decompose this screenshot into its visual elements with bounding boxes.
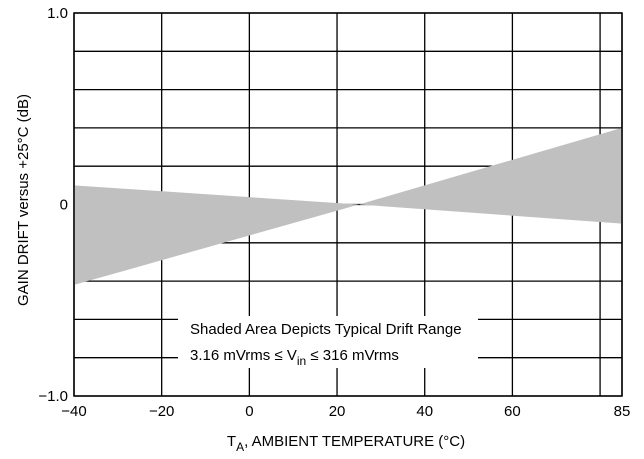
x-axis-label-rest: , AMBIENT TEMPERATURE (°C) xyxy=(244,433,465,450)
y-tick-label: 0 xyxy=(60,197,68,214)
x-tick-label: 85 xyxy=(614,403,631,420)
x-tick-label: 60 xyxy=(504,403,521,420)
x-axis-tick-labels: −40 −20 0 20 40 60 85 xyxy=(61,403,630,420)
y-axis-tick-labels: 1.0 0 −1.0 xyxy=(38,5,68,405)
annotation-line-2-start: 3.16 mVrms ≤ V xyxy=(190,347,297,364)
x-tick-label: −40 xyxy=(61,403,86,420)
x-axis-label-t: T xyxy=(227,433,236,450)
x-tick-label: −20 xyxy=(149,403,174,420)
y-tick-label: −1.0 xyxy=(38,388,68,405)
x-axis-label-subscript: A xyxy=(236,440,244,454)
y-axis-label: GAIN DRIFT versus +25°C (dB) xyxy=(15,94,32,306)
x-tick-label: 40 xyxy=(416,403,433,420)
annotation-line-2-end: ≤ 316 mVrms xyxy=(306,347,399,364)
y-tick-label: 1.0 xyxy=(47,5,68,22)
annotation-subscript-in: in xyxy=(297,354,306,368)
x-tick-label: 0 xyxy=(245,403,253,420)
typical-drift-range-area xyxy=(74,128,622,285)
annotation-line-1: Shaded Area Depicts Typical Drift Range xyxy=(190,321,462,338)
x-axis-label: TA, AMBIENT TEMPERATURE (°C) xyxy=(227,433,465,454)
x-tick-label: 20 xyxy=(329,403,346,420)
